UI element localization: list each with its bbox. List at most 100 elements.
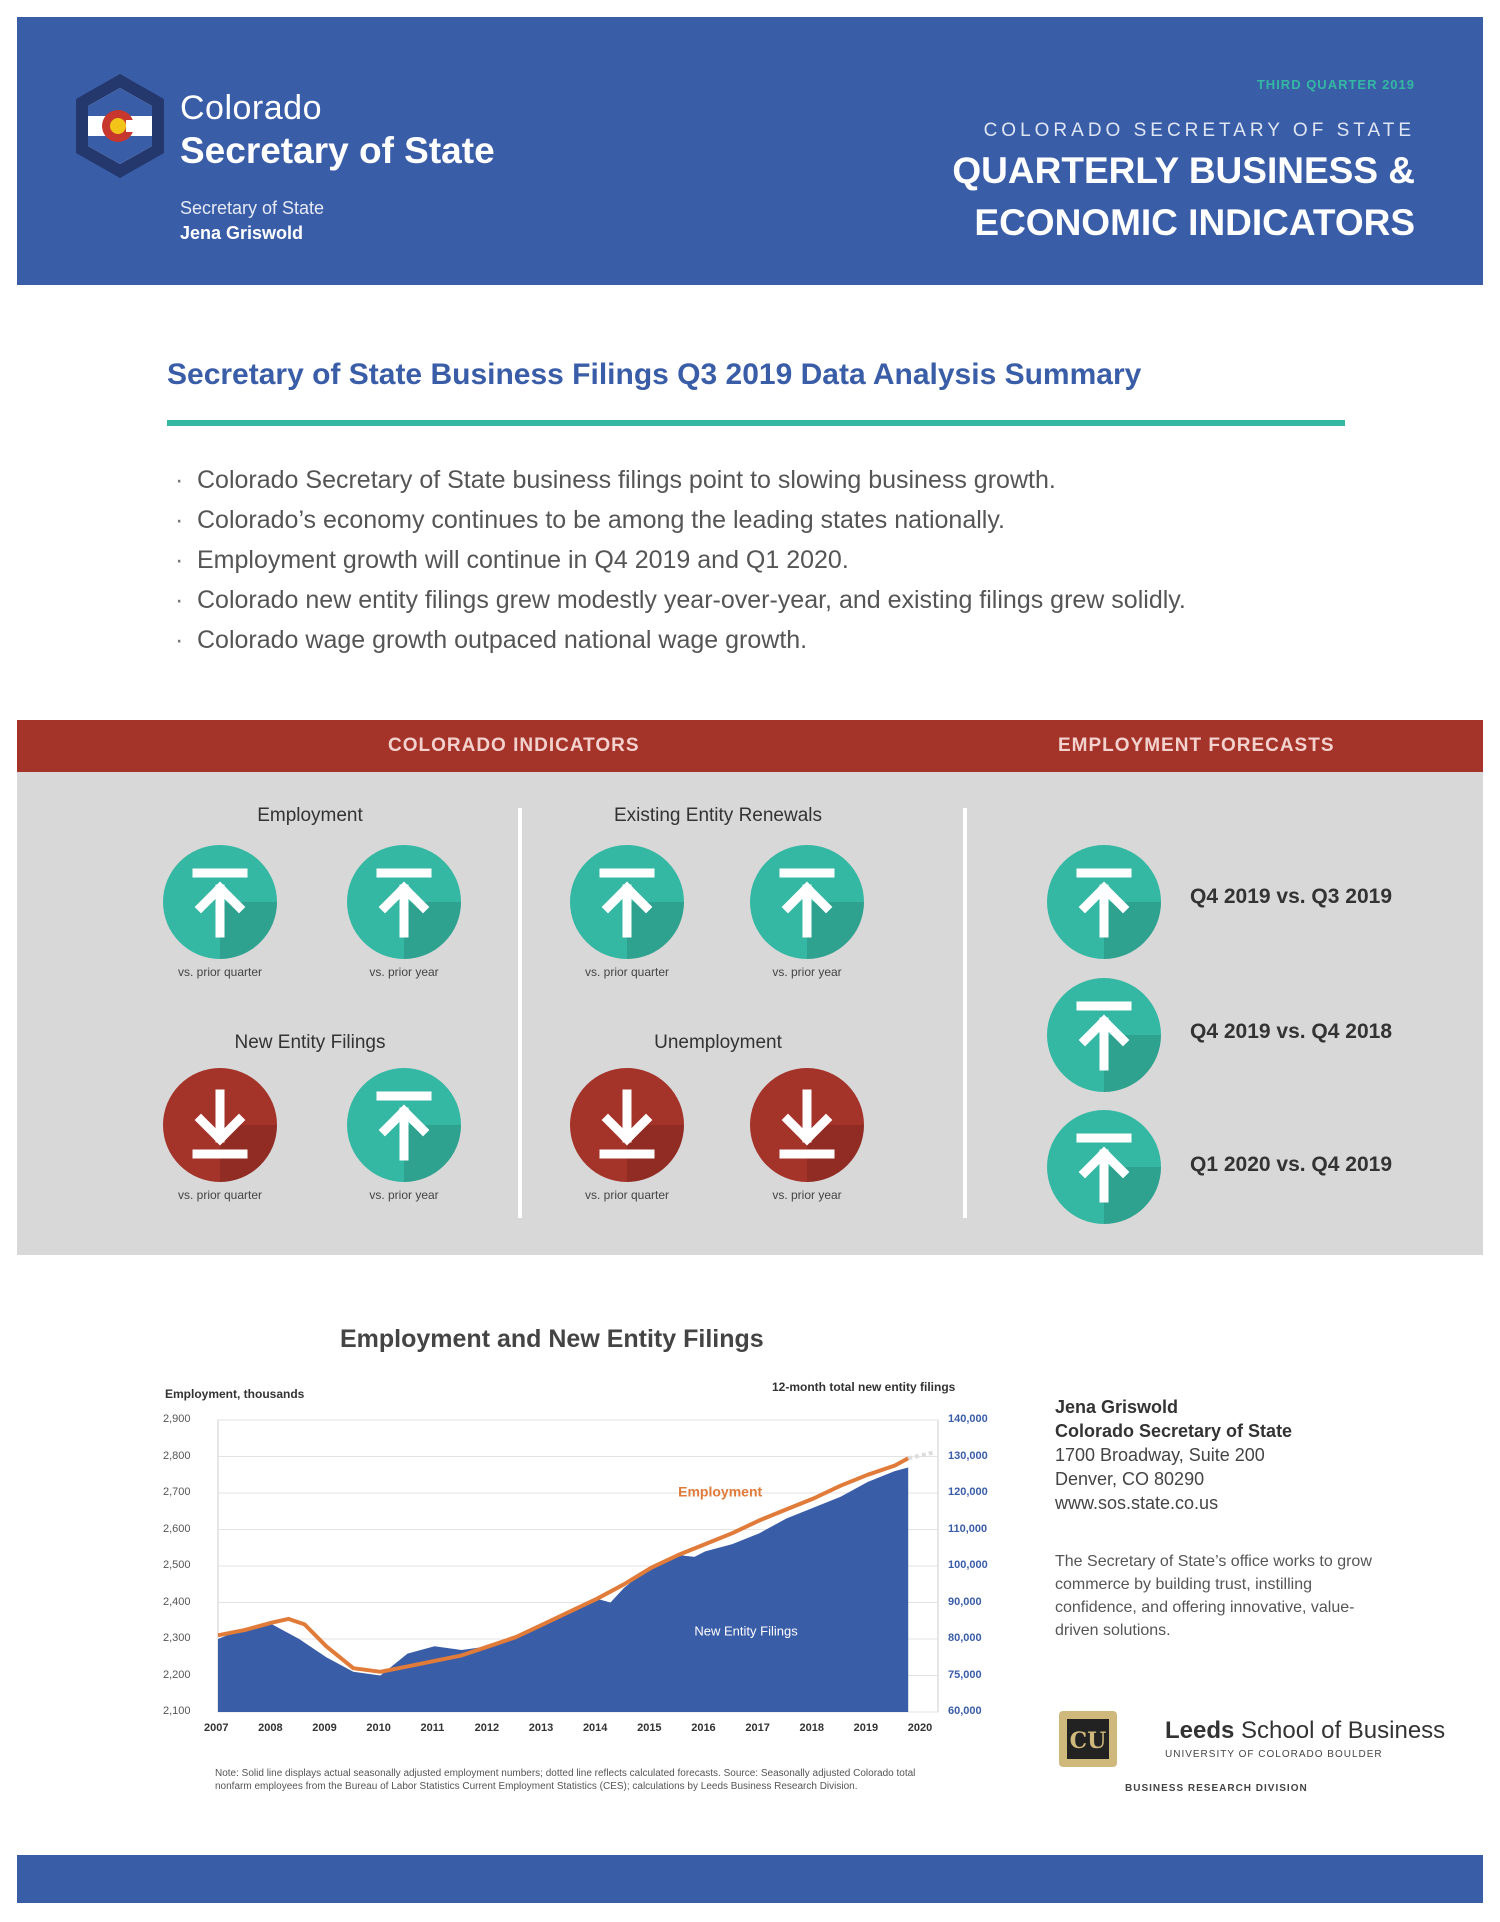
indicator-label: vs. prior year: [772, 1188, 842, 1202]
y-tick-label: 2,100: [163, 1705, 191, 1717]
contact-address1: 1700 Broadway, Suite 200: [1055, 1445, 1265, 1465]
report-title-line2: ECONOMIC INDICATORS: [974, 202, 1415, 243]
arrow-up-icon: [570, 845, 684, 959]
arrow-up-icon: [347, 1068, 461, 1182]
summary-bullet: Colorado new entity filings grew modestl…: [175, 585, 1207, 615]
colorado-indicators-label: COLORADO INDICATORS: [388, 735, 640, 756]
employment-line: [217, 1456, 910, 1674]
new-entity-filings-area: [218, 1467, 909, 1712]
y-tick-label: 2,700: [163, 1486, 191, 1498]
org-label: COLORADO SECRETARY OF STATE: [983, 120, 1415, 141]
summary-divider: [167, 420, 1345, 426]
x-tick-label: 2020: [907, 1722, 933, 1734]
contact-block: Jena Griswold Colorado Secretary of Stat…: [1055, 1395, 1292, 1515]
indicator-renewals-quarter: vs. prior quarter: [570, 845, 684, 979]
indicator-unemployment-year: vs. prior year: [750, 1068, 864, 1202]
leeds-name-rest: School of Business: [1241, 1717, 1446, 1744]
x-tick-label: 2010: [366, 1722, 391, 1734]
indicator-label: vs. prior year: [369, 1188, 439, 1202]
indicator-renewals-year: vs. prior year: [750, 845, 864, 979]
forecast-label: Q4 2019 vs. Q4 2018: [1190, 1020, 1392, 1043]
indicators-band: [17, 720, 1483, 772]
panel-divider: [518, 808, 522, 1218]
group-title-employment: Employment: [257, 805, 363, 826]
y-right-tick-label: 110,000: [948, 1522, 988, 1535]
leeds-division: BUSINESS RESEARCH DIVISION: [1125, 1783, 1308, 1794]
quarter-label: THIRD QUARTER 2019: [1256, 77, 1415, 92]
x-tick-label: 2015: [637, 1722, 662, 1734]
y-right-tick-label: 60,000: [948, 1705, 982, 1717]
y-tick-label: 2,300: [163, 1632, 191, 1644]
x-tick-label: 2007: [204, 1722, 229, 1734]
chart-note: Note: Solid line displays actual seasona…: [215, 1768, 916, 1792]
contact-name: Jena Griswold: [1055, 1397, 1179, 1417]
contact-role: Colorado Secretary of State: [1055, 1421, 1293, 1441]
employment-forecasts-label: EMPLOYMENT FORECASTS: [1058, 735, 1335, 756]
indicators-panel: [17, 772, 1483, 1255]
y-right-tick-label: 140,000: [948, 1413, 988, 1425]
arrow-down-icon: [750, 1068, 864, 1182]
x-tick-label: 2011: [420, 1722, 445, 1734]
colorado-logo-icon: [76, 74, 164, 178]
indicator-filings-year: vs. prior year: [347, 1068, 461, 1202]
forecast-indicator: [1047, 978, 1161, 1092]
indicator-employment-year: vs. prior year: [347, 845, 461, 979]
forecast-indicator: [1047, 845, 1161, 959]
summary-bullets: Colorado Secretary of State business fil…: [175, 465, 1295, 665]
x-tick-label: 2013: [528, 1722, 554, 1734]
forecast-indicator: [1047, 1110, 1161, 1224]
arrow-up-icon: [1047, 1110, 1161, 1224]
y-right-tick-label: 120,000: [948, 1486, 988, 1498]
filings-annotation: New Entity Filings: [694, 1623, 798, 1638]
header-title-block: THIRD QUARTER 2019 COLORADO SECRETARY OF…: [952, 77, 1415, 246]
y-right-tick-label: 80,000: [948, 1632, 982, 1644]
forecast-label: Q1 2020 vs. Q4 2019: [1190, 1153, 1392, 1176]
arrow-up-icon: [1047, 978, 1161, 1092]
x-tick-label: 2008: [258, 1722, 283, 1734]
report-title-line1: QUARTERLY BUSINESS &: [952, 150, 1415, 191]
arrow-up-icon: [1047, 845, 1161, 959]
indicator-label: vs. prior quarter: [177, 1188, 263, 1202]
y-tick-label: 2,500: [163, 1559, 191, 1571]
x-tick-label: 2016: [691, 1722, 716, 1734]
footer-bar: [17, 1855, 1483, 1903]
brand-line1: Colorado: [180, 89, 322, 127]
contact-web[interactable]: www.sos.state.co.us: [1055, 1493, 1219, 1513]
x-tick-label: 2014: [582, 1722, 608, 1734]
indicator-label: vs. prior quarter: [177, 965, 263, 979]
summary-bullet: Colorado wage growth outpaced national w…: [175, 625, 1295, 655]
x-tick-label: 2009: [312, 1722, 337, 1734]
arrow-up-icon: [750, 845, 864, 959]
y-right-tick-label: 75,000: [948, 1668, 982, 1681]
leeds-name-bold: Leeds: [1165, 1717, 1235, 1744]
y-right-tick-label: 130,000: [948, 1449, 988, 1462]
group-title-renewals: Existing Entity Renewals: [613, 805, 823, 826]
forecast-label: Q4 2019 vs. Q3 2019: [1190, 885, 1392, 908]
x-tick-label: 2018: [799, 1722, 824, 1734]
y-right-tick-label: 90,000: [948, 1595, 982, 1608]
x-tick-label: 2012: [474, 1722, 500, 1734]
y-tick-label: 2,900: [163, 1413, 191, 1425]
indicator-employment-quarter: vs. prior quarter: [163, 845, 277, 979]
employment-annotation: Employment: [678, 1484, 762, 1500]
arrow-up-icon: [347, 845, 461, 959]
chart-title: Employment and New Entity Filings: [340, 1325, 764, 1353]
y-right-tick-label: 100,000: [948, 1559, 988, 1571]
x-tick-label: 2019: [853, 1722, 879, 1734]
employment-forecast-line: [907, 1450, 936, 1461]
contact-address2: Denver, CO 80290: [1055, 1469, 1205, 1489]
cu-logo-icon: CU: [1059, 1711, 1117, 1767]
indicator-label: vs. prior quarter: [584, 965, 670, 979]
group-title-new-filings: New Entity Filings: [234, 1032, 386, 1053]
brand-line2: Secretary of State: [180, 130, 495, 171]
indicator-label: vs. prior year: [369, 965, 439, 979]
y-tick-label: 2,800: [163, 1449, 191, 1462]
indicator-label: vs. prior year: [772, 965, 842, 979]
svg-text:CU: CU: [1070, 1728, 1107, 1754]
indicator-label: vs. prior quarter: [584, 1188, 670, 1202]
arrow-up-icon: [163, 845, 277, 959]
indicator-unemployment-quarter: vs. prior quarter: [570, 1068, 684, 1202]
header-banner: Colorado Secretary of State Secretary of…: [17, 17, 1483, 285]
y-axis-label: Employment, thousands: [165, 1387, 305, 1401]
